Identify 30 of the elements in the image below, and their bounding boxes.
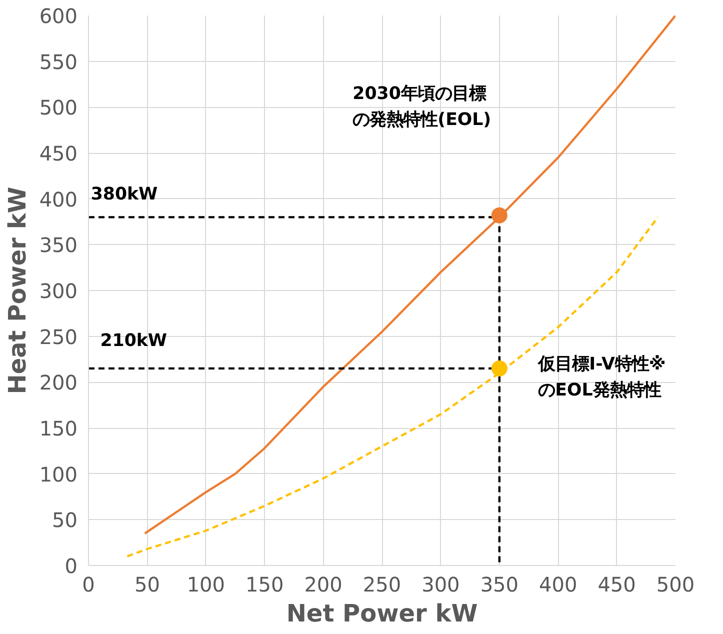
y-axis-title: Heat Power kW bbox=[3, 186, 32, 394]
x-tick-label: 250 bbox=[362, 572, 402, 596]
x-tick-label: 0 bbox=[82, 572, 95, 596]
x-tick-label: 50 bbox=[134, 572, 160, 596]
y-tick-label: 250 bbox=[39, 324, 78, 349]
annotation: 仮目標I-V特性※のEOL発熱特性 bbox=[537, 354, 666, 401]
y-tick-label: 600 bbox=[39, 4, 78, 28]
y-tick-label: 500 bbox=[39, 96, 78, 120]
annotation: 210kW bbox=[100, 330, 168, 351]
y-tick-label: 350 bbox=[39, 233, 78, 258]
y-tick-label: 300 bbox=[39, 279, 78, 303]
x-axis-title: Net Power kW bbox=[286, 600, 478, 628]
x-tick-label: 450 bbox=[598, 572, 636, 596]
x-tick-label: 150 bbox=[246, 572, 284, 596]
y-tick-label: 50 bbox=[52, 508, 78, 532]
x-tick-label: 500 bbox=[656, 572, 695, 596]
y-tick-label: 150 bbox=[39, 416, 78, 440]
x-tick-label: 350 bbox=[480, 572, 518, 596]
x-tick-label: 300 bbox=[422, 572, 460, 596]
y-tick-label: 100 bbox=[39, 462, 78, 486]
x-tick-label: 400 bbox=[539, 572, 578, 596]
annotation: 380kW bbox=[90, 184, 158, 204]
y-tick-label: 200 bbox=[39, 370, 78, 395]
x-tick-label: 100 bbox=[186, 572, 225, 596]
y-tick-label: 450 bbox=[39, 142, 78, 166]
y-tick-label: 0 bbox=[64, 554, 78, 578]
y-tick-label: 550 bbox=[39, 50, 78, 74]
y-tick-label: 400 bbox=[39, 187, 78, 212]
annotation: 2030年頃の目標の発熱特性(EOL) bbox=[352, 84, 492, 130]
x-tick-label: 200 bbox=[304, 572, 342, 596]
